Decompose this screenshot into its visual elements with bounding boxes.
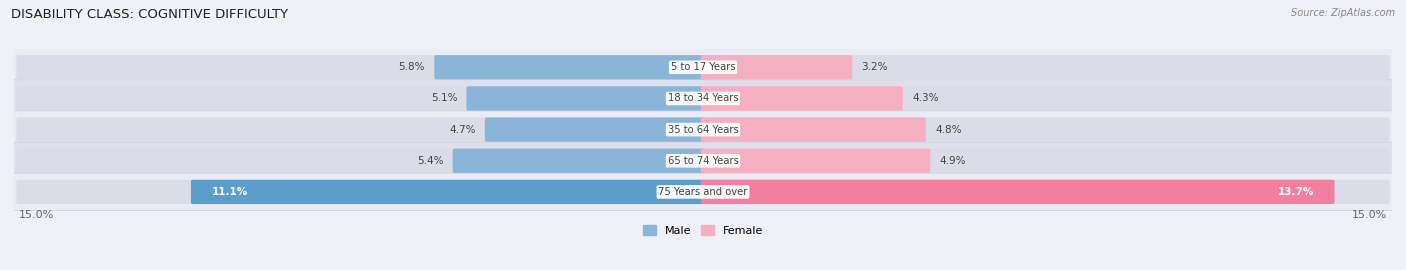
Text: 5.4%: 5.4% <box>418 156 443 166</box>
FancyBboxPatch shape <box>453 148 706 173</box>
FancyBboxPatch shape <box>17 86 700 111</box>
Text: 4.8%: 4.8% <box>935 124 962 135</box>
FancyBboxPatch shape <box>706 148 1389 173</box>
FancyBboxPatch shape <box>17 148 700 173</box>
FancyBboxPatch shape <box>8 111 1398 148</box>
FancyBboxPatch shape <box>706 55 1389 79</box>
FancyBboxPatch shape <box>700 86 903 111</box>
Text: 15.0%: 15.0% <box>1353 210 1388 220</box>
Text: 5.1%: 5.1% <box>430 93 457 103</box>
FancyBboxPatch shape <box>700 180 1334 204</box>
FancyBboxPatch shape <box>700 148 931 173</box>
Text: 15.0%: 15.0% <box>18 210 53 220</box>
Text: 4.3%: 4.3% <box>912 93 938 103</box>
FancyBboxPatch shape <box>706 117 1389 142</box>
FancyBboxPatch shape <box>17 180 700 204</box>
Text: 13.7%: 13.7% <box>1278 187 1313 197</box>
FancyBboxPatch shape <box>706 86 1389 111</box>
Text: 65 to 74 Years: 65 to 74 Years <box>668 156 738 166</box>
Text: 75 Years and over: 75 Years and over <box>658 187 748 197</box>
Text: Source: ZipAtlas.com: Source: ZipAtlas.com <box>1291 8 1395 18</box>
Text: 4.7%: 4.7% <box>449 124 475 135</box>
FancyBboxPatch shape <box>700 117 925 142</box>
FancyBboxPatch shape <box>8 173 1398 211</box>
FancyBboxPatch shape <box>706 180 1389 204</box>
Text: 5.8%: 5.8% <box>399 62 425 72</box>
FancyBboxPatch shape <box>434 55 706 79</box>
Text: 3.2%: 3.2% <box>862 62 889 72</box>
Text: 18 to 34 Years: 18 to 34 Years <box>668 93 738 103</box>
FancyBboxPatch shape <box>700 55 852 79</box>
Text: 4.9%: 4.9% <box>939 156 966 166</box>
FancyBboxPatch shape <box>191 180 706 204</box>
FancyBboxPatch shape <box>8 80 1398 117</box>
Text: 5 to 17 Years: 5 to 17 Years <box>671 62 735 72</box>
FancyBboxPatch shape <box>485 117 706 142</box>
Legend: Male, Female: Male, Female <box>638 221 768 241</box>
FancyBboxPatch shape <box>8 142 1398 180</box>
FancyBboxPatch shape <box>17 55 700 79</box>
Text: 11.1%: 11.1% <box>211 187 247 197</box>
FancyBboxPatch shape <box>467 86 706 111</box>
Text: DISABILITY CLASS: COGNITIVE DIFFICULTY: DISABILITY CLASS: COGNITIVE DIFFICULTY <box>11 8 288 21</box>
Text: 35 to 64 Years: 35 to 64 Years <box>668 124 738 135</box>
FancyBboxPatch shape <box>8 49 1398 86</box>
FancyBboxPatch shape <box>17 117 700 142</box>
